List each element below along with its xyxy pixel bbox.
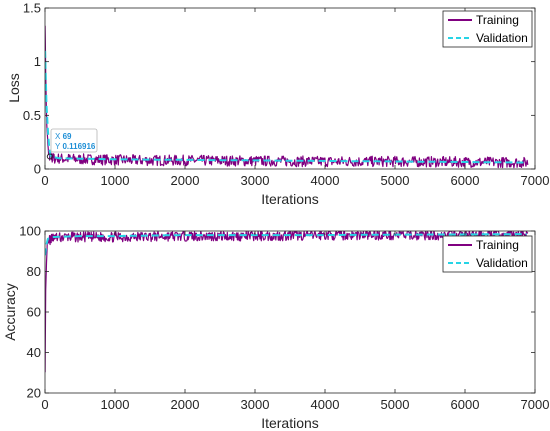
datatip-x-row: X 69 xyxy=(55,132,72,141)
loss-y-ticks: 0 0.5 1 1.5 xyxy=(23,1,535,177)
accuracy-x-axis-label: Iterations xyxy=(261,415,319,431)
loss-legend[interactable]: Training Validation xyxy=(442,10,533,48)
accuracy-x-tick-label: 5000 xyxy=(381,397,410,412)
accuracy-x-ticks: 0 1000 2000 3000 4000 5000 6000 7000 xyxy=(41,231,549,412)
accuracy-y-tick-label: 20 xyxy=(27,386,41,401)
accuracy-legend[interactable]: Training Validation xyxy=(442,235,533,273)
accuracy-y-tick-label: 100 xyxy=(19,224,41,239)
datatip-box xyxy=(50,128,98,153)
accuracy-y-ticks: 20 40 60 80 100 xyxy=(19,224,535,401)
loss-legend-training-label: Training xyxy=(476,13,519,27)
accuracy-legend-training-label: Training xyxy=(476,238,519,252)
loss-legend-validation-label: Validation xyxy=(476,31,528,45)
accuracy-y-tick-label: 60 xyxy=(27,305,41,320)
loss-x-tick-label: 1000 xyxy=(101,173,130,188)
loss-x-tick-label: 7000 xyxy=(521,173,550,188)
loss-x-ticks: 0 1000 2000 3000 4000 5000 6000 7000 xyxy=(41,8,549,188)
loss-legend-box xyxy=(442,10,533,48)
accuracy-y-tick-label: 80 xyxy=(27,264,41,279)
accuracy-legend-validation-label: Validation xyxy=(476,256,528,270)
accuracy-x-tick-label: 1000 xyxy=(101,397,130,412)
loss-x-tick-label: 5000 xyxy=(381,173,410,188)
loss-datatip[interactable]: X 69 Y 0.116916 xyxy=(46,128,98,160)
loss-plot-area xyxy=(45,25,529,169)
accuracy-x-tick-label: 3000 xyxy=(241,397,270,412)
accuracy-y-axis-label: Accuracy xyxy=(2,283,18,341)
loss-y-tick-label: 0 xyxy=(34,162,41,177)
loss-x-tick-label: 0 xyxy=(41,173,48,188)
loss-x-tick-label: 6000 xyxy=(451,173,480,188)
loss-y-tick-label: 0.5 xyxy=(23,108,41,123)
accuracy-validation-series-line xyxy=(45,233,527,256)
accuracy-legend-box xyxy=(442,235,533,273)
datatip-marker xyxy=(46,153,53,160)
accuracy-plot-area xyxy=(45,231,529,373)
loss-subplot: 0 1000 2000 3000 4000 5000 6000 7000 0 0.5 1 1.5 I… xyxy=(6,1,549,208)
loss-y-tick-label: 1.5 xyxy=(23,1,41,16)
accuracy-x-tick-label: 7000 xyxy=(521,397,550,412)
accuracy-x-tick-label: 6000 xyxy=(451,397,480,412)
loss-x-axis-label: Iterations xyxy=(261,191,319,207)
loss-validation-series-line xyxy=(45,50,527,164)
loss-x-tick-label: 4000 xyxy=(311,173,340,188)
loss-y-axis-label: Loss xyxy=(6,73,22,103)
loss-y-tick-label: 1 xyxy=(34,54,41,69)
datatip-y-row: Y 0.116916 xyxy=(55,142,96,151)
accuracy-y-tick-label: 40 xyxy=(27,345,41,360)
accuracy-x-tick-label: 2000 xyxy=(171,397,200,412)
loss-x-tick-label: 3000 xyxy=(241,173,270,188)
loss-x-tick-label: 2000 xyxy=(171,173,200,188)
loss-axes-box xyxy=(44,7,536,170)
accuracy-x-tick-label: 0 xyxy=(41,397,48,412)
accuracy-x-tick-label: 4000 xyxy=(311,397,340,412)
accuracy-subplot: 0 1000 2000 3000 4000 5000 6000 7000 20 40 60 80 10… xyxy=(2,224,549,431)
